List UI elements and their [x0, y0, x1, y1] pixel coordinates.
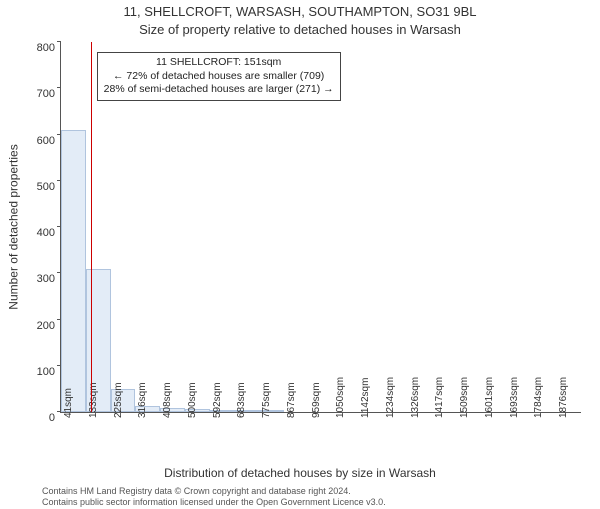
histogram-bar — [61, 130, 86, 412]
annotation-box: 11 SHELLCROFT: 151sqm← 72% of detached h… — [97, 52, 341, 101]
subject-marker-line — [91, 42, 92, 412]
x-tick-label: 1876sqm — [558, 377, 569, 418]
x-tick-label: 133sqm — [88, 382, 99, 418]
y-tick-label: 700 — [21, 88, 55, 100]
x-tick-label: 408sqm — [162, 382, 173, 418]
x-tick-label: 1050sqm — [335, 377, 346, 418]
x-tick-label: 1509sqm — [459, 377, 470, 418]
attribution-line1: Contains HM Land Registry data © Crown c… — [42, 486, 582, 497]
y-tick-label: 200 — [21, 320, 55, 332]
x-tick-label: 1784sqm — [533, 377, 544, 418]
y-tick-label: 600 — [21, 135, 55, 147]
x-tick-label: 683sqm — [236, 382, 247, 418]
y-axis-label: Number of detached properties — [7, 144, 21, 309]
x-tick-label: 1417sqm — [434, 377, 445, 418]
attribution-line2: Contains public sector information licen… — [42, 497, 582, 508]
annotation-line1: 11 SHELLCROFT: 151sqm — [104, 56, 334, 70]
x-tick-label: 1326sqm — [410, 377, 421, 418]
x-tick-label: 1234sqm — [385, 377, 396, 418]
x-tick-label: 775sqm — [261, 382, 272, 418]
x-tick-label: 316sqm — [137, 382, 148, 418]
x-tick-label: 1142sqm — [360, 378, 371, 418]
x-tick-label: 1693sqm — [509, 377, 520, 418]
y-tick-label: 0 — [21, 412, 55, 424]
attribution-text: Contains HM Land Registry data © Crown c… — [42, 486, 582, 509]
x-tick-label: 592sqm — [212, 382, 223, 418]
annotation-line2: ← 72% of detached houses are smaller (70… — [104, 70, 334, 84]
y-tick-label: 300 — [21, 273, 55, 285]
x-tick-label: 41sqm — [63, 388, 74, 418]
x-tick-label: 867sqm — [286, 382, 297, 418]
x-tick-label: 500sqm — [187, 382, 198, 418]
y-tick-label: 500 — [21, 181, 55, 193]
chart-plot-area: 010020030040050060070080041sqm133sqm225s… — [60, 42, 581, 413]
chart-title-line1: 11, SHELLCROFT, WARSASH, SOUTHAMPTON, SO… — [0, 4, 600, 19]
y-axis-label-wrap: Number of detached properties — [6, 42, 22, 412]
x-axis-label: Distribution of detached houses by size … — [0, 466, 600, 480]
y-tick-mark — [57, 41, 61, 42]
x-tick-label: 1601sqm — [484, 377, 495, 418]
chart-title-line2: Size of property relative to detached ho… — [0, 22, 600, 37]
x-tick-label: 225sqm — [113, 382, 124, 418]
x-tick-label: 959sqm — [311, 382, 322, 418]
y-tick-mark — [57, 87, 61, 88]
y-tick-label: 400 — [21, 227, 55, 239]
y-tick-label: 800 — [21, 42, 55, 54]
annotation-line3: 28% of semi-detached houses are larger (… — [104, 83, 334, 97]
y-tick-label: 100 — [21, 366, 55, 378]
